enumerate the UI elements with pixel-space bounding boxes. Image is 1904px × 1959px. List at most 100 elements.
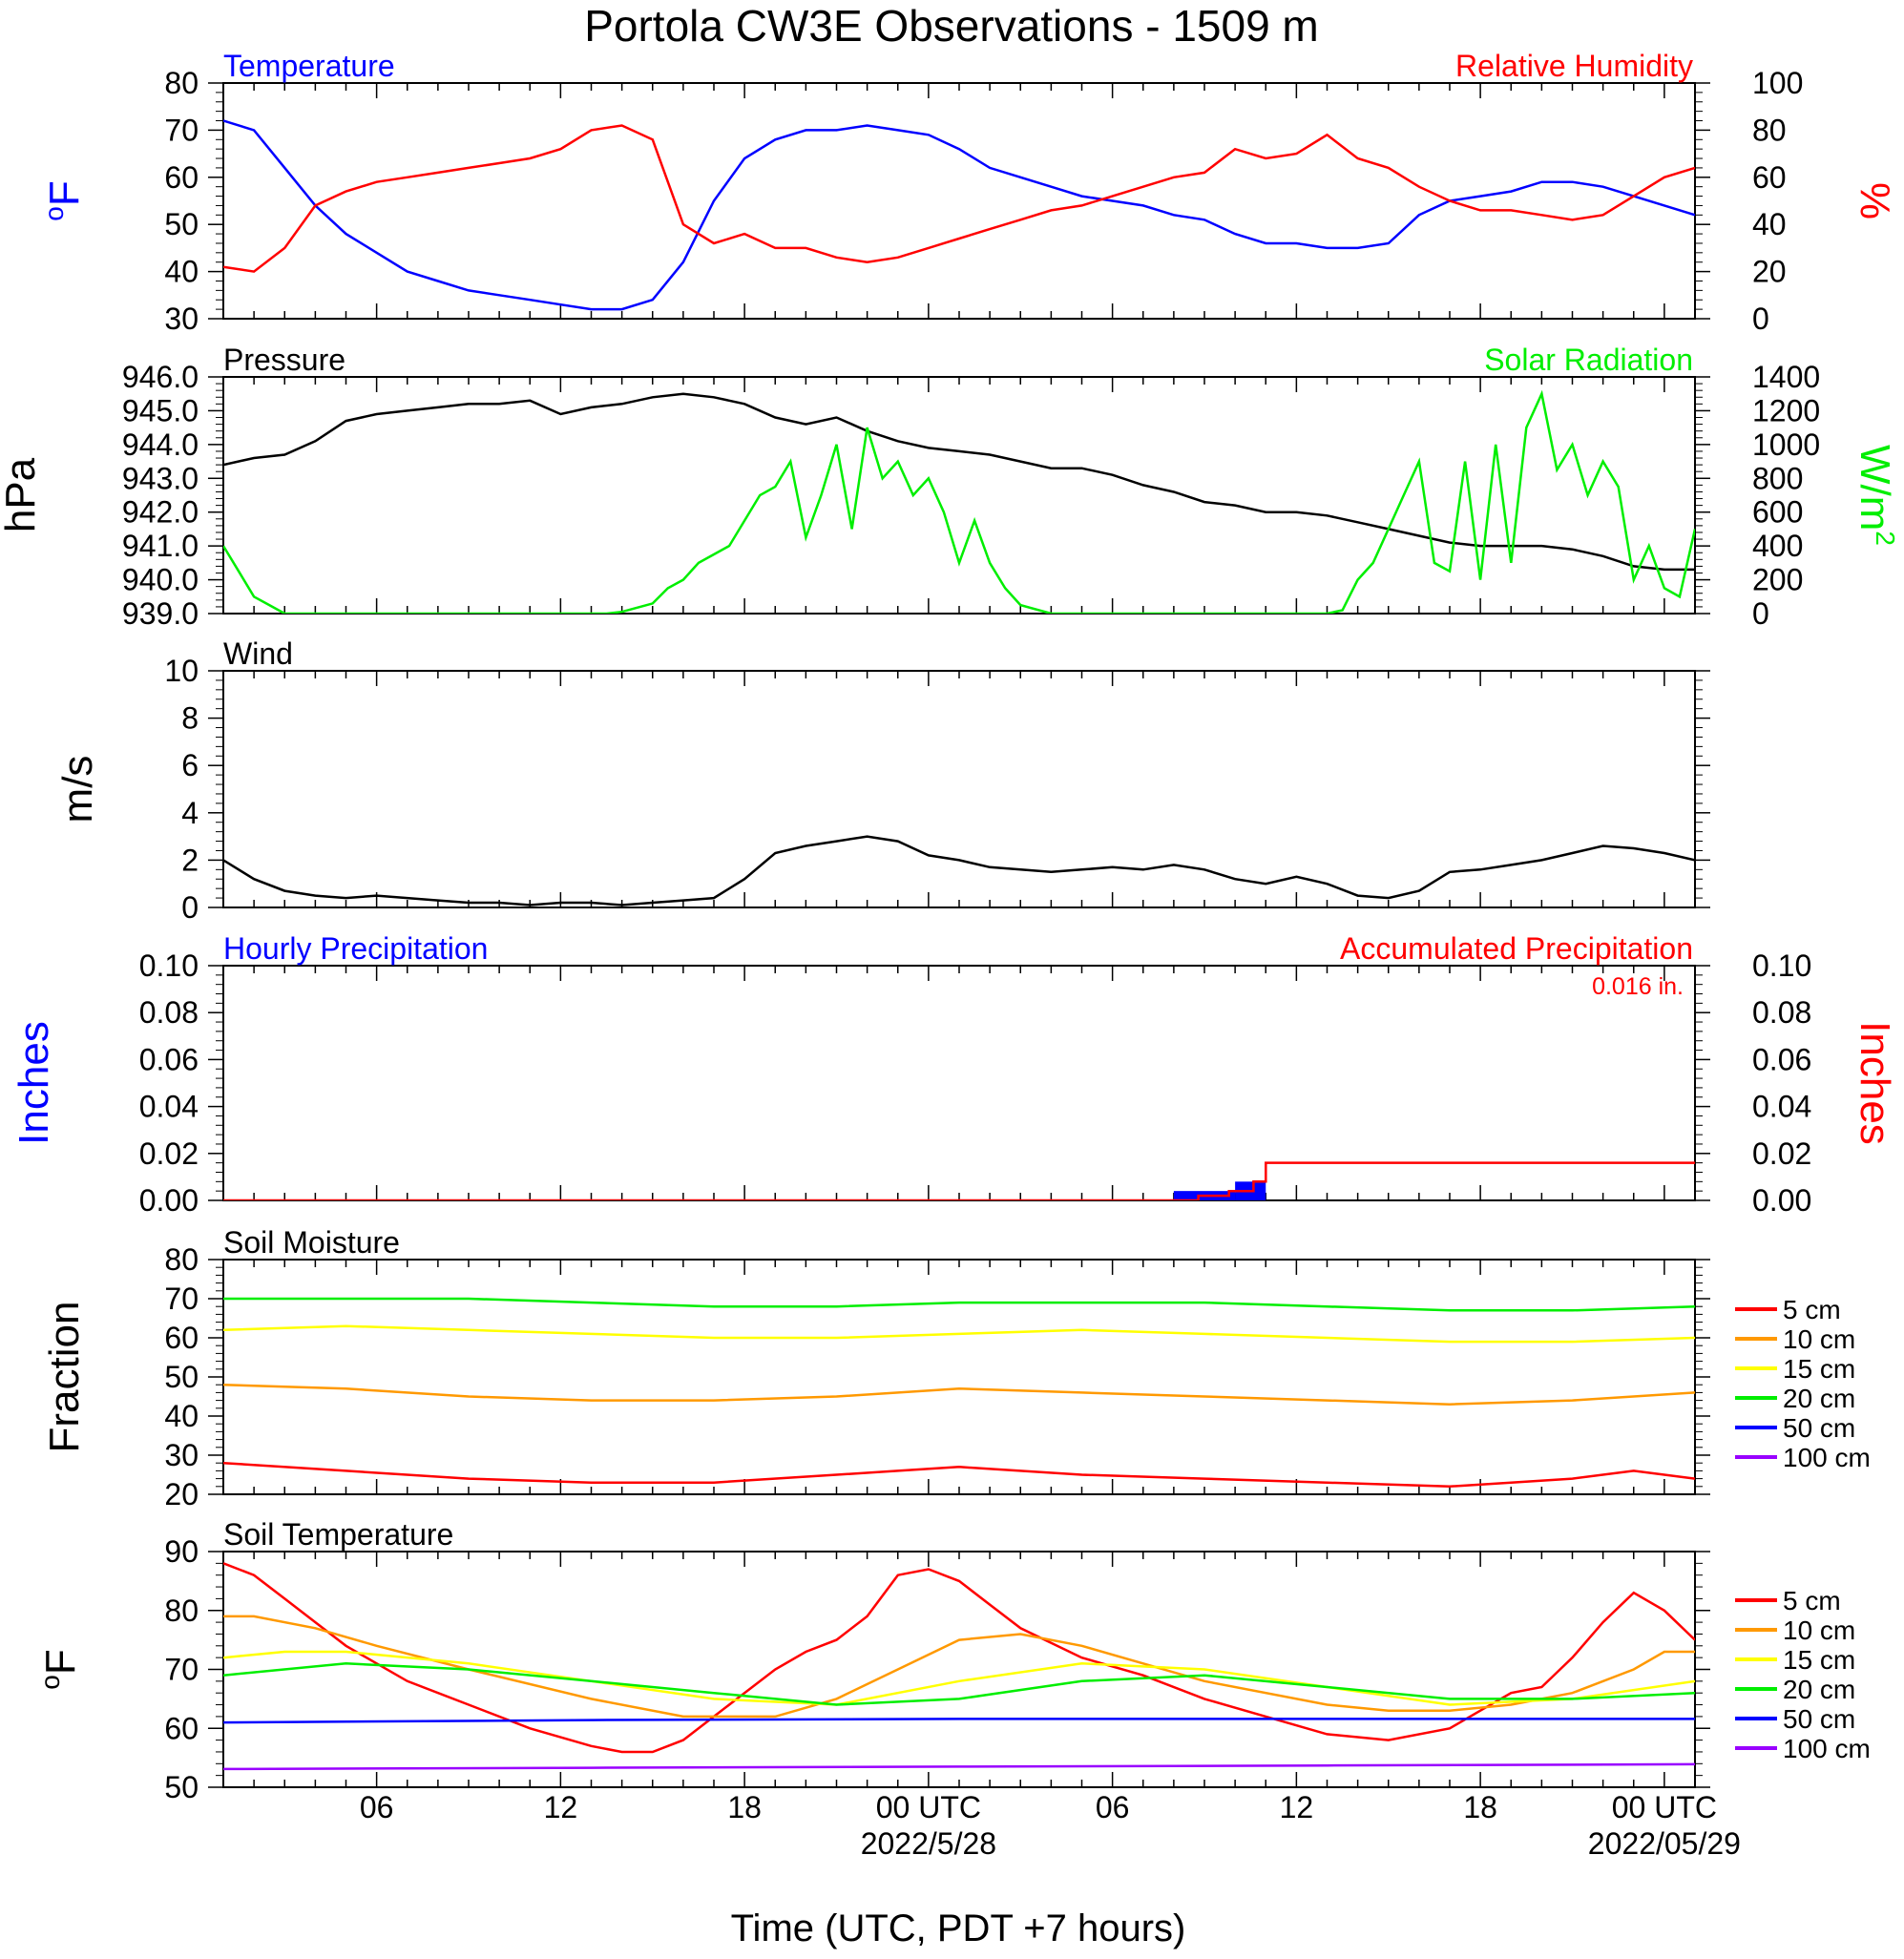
figure-title: Portola CW3E Observations - 1509 m <box>584 1 1319 51</box>
pressure-solar-y-tick-label: 939.0 <box>122 596 199 631</box>
series-line-50-cm <box>223 1718 1695 1724</box>
soil-moisture-y-tick-label: 40 <box>164 1399 199 1433</box>
precipitation-y-tick-label: 0.02 <box>139 1136 199 1171</box>
soil-temperature-left-axis-label: oF <box>35 1649 84 1689</box>
legend-label: 10 cm <box>1783 1324 1855 1354</box>
precipitation-left-title: Hourly Precipitation <box>223 931 488 966</box>
precipitation-panel: 0.10 0.08 0.06 0.04 0.02 0.00 0.10 0.08 0.06 0.04… <box>10 931 1898 1218</box>
series-line-5-cm <box>223 1562 1695 1754</box>
wind-panel: 10 8 6 4 2 0 Wind m/s <box>54 636 1710 925</box>
soil-moisture-left-axis-label: Fraction <box>41 1302 88 1453</box>
x-tick-label: 18 <box>1463 1790 1497 1824</box>
series-line-5-cm <box>223 1461 1695 1489</box>
temperature-humidity-y-right-tick-label: 60 <box>1752 160 1787 195</box>
pressure-solar-y-right-tick-label: 400 <box>1752 529 1803 563</box>
precip-bar <box>1173 1191 1204 1200</box>
temperature-humidity-y-right-tick-label: 80 <box>1752 113 1787 147</box>
precipitation-y-tick-label: 0.00 <box>139 1183 199 1218</box>
soil-temperature-y-tick-label: 50 <box>164 1770 199 1804</box>
series-line-15-cm <box>223 1324 1695 1344</box>
series-line-relative-humidity <box>223 124 1695 273</box>
pressure-solar-y-right-tick-label: 600 <box>1752 495 1803 530</box>
pressure-solar-data <box>223 389 1695 614</box>
wind-y-tick-label: 6 <box>181 748 199 782</box>
precipitation-y-right-tick-label: 0.02 <box>1752 1136 1811 1171</box>
precipitation-y-right-tick-label: 0.10 <box>1752 948 1811 983</box>
x-tick-label: 06 <box>1096 1790 1130 1824</box>
pressure-solar-y-tick-label: 942.0 <box>122 495 199 530</box>
temperature-humidity-y-tick-label: 30 <box>164 302 199 336</box>
soil-moisture-data <box>223 1297 1695 1489</box>
soil-moisture-y-tick-label: 30 <box>164 1438 199 1472</box>
temperature-humidity-y-tick-label: 70 <box>164 113 199 147</box>
pressure-solar-y-tick-label: 943.0 <box>122 461 199 495</box>
pressure-solar-y-tick-label: 944.0 <box>122 427 199 462</box>
x-tick-label: 00 UTC <box>1612 1790 1717 1824</box>
pressure-solar-y-tick-label: 941.0 <box>122 529 199 563</box>
soil-temperature-left-title: Soil Temperature <box>223 1517 453 1552</box>
pressure-solar-y-tick-label: 940.0 <box>122 563 199 597</box>
wind-y-tick-label: 2 <box>181 843 199 877</box>
pressure-solar-y-right-tick-label: 200 <box>1752 563 1803 597</box>
wind-y-tick-label: 8 <box>181 701 199 736</box>
legend-label: 20 cm <box>1783 1384 1855 1413</box>
x-tick-label: 12 <box>544 1790 578 1824</box>
pressure-solar-y-right-tick-label: 0 <box>1752 596 1769 631</box>
pressure-solar-left-axis-label: hPa <box>0 457 44 532</box>
precipitation-right-axis-label: Inches <box>1852 1021 1898 1145</box>
soil-temperature-y-tick-label: 90 <box>164 1534 199 1569</box>
temperature-humidity-y-tick-label: 80 <box>164 66 199 100</box>
temperature-humidity-y-right-tick-label: 40 <box>1752 207 1787 241</box>
wind-y-tick-label: 10 <box>164 654 199 688</box>
legend-label: 10 cm <box>1783 1615 1855 1645</box>
legend-label: 5 cm <box>1783 1586 1841 1615</box>
degree-symbol: o <box>39 206 69 221</box>
soil-temperature-y-tick-label: 80 <box>164 1594 199 1628</box>
legend-label: 50 cm <box>1783 1413 1855 1443</box>
soil-moisture-y-tick-label: 50 <box>164 1360 199 1394</box>
unit-letter: F <box>41 180 88 206</box>
superscript: 2 <box>1871 531 1900 546</box>
unit-letter: F <box>37 1649 84 1675</box>
pressure-solar-y-tick-label: 946.0 <box>122 360 199 394</box>
temperature-humidity-left-axis-label: oF <box>39 180 88 220</box>
pressure-solar-right-axis-label: W/m2 <box>1852 445 1900 546</box>
soil-moisture-y-tick-label: 80 <box>164 1242 199 1277</box>
temperature-humidity-y-tick-label: 40 <box>164 255 199 289</box>
precipitation-y-right-tick-label: 0.06 <box>1752 1042 1811 1076</box>
series-line-100-cm <box>223 1762 1695 1771</box>
temperature-humidity-panel: 80 70 60 50 40 30 100 80 60 40 20 0 Temperature Relat… <box>39 49 1898 336</box>
wind-y-tick-label: 4 <box>181 796 199 830</box>
precipitation-right-title: Accumulated Precipitation <box>1340 931 1693 966</box>
series-line-20-cm <box>223 1297 1695 1312</box>
x-date-label: 2022/5/28 <box>861 1826 996 1861</box>
degree-symbol: o <box>35 1675 65 1690</box>
legend-label: 20 cm <box>1783 1675 1855 1704</box>
precipitation-y-right-tick-label: 0.08 <box>1752 995 1811 1030</box>
legend-label: 15 cm <box>1783 1645 1855 1675</box>
pressure-solar-y-right-tick-label: 800 <box>1752 461 1803 495</box>
precipitation-y-right-tick-label: 0.00 <box>1752 1183 1811 1218</box>
precipitation-y-tick-label: 0.10 <box>139 948 199 983</box>
temperature-humidity-y-right-tick-label: 0 <box>1752 302 1769 336</box>
legend-label: 100 cm <box>1783 1734 1871 1763</box>
series-line-solar-radiation <box>223 389 1695 614</box>
temperature-humidity-right-title: Relative Humidity <box>1455 49 1693 83</box>
soil-temperature-y-tick-label: 60 <box>164 1711 199 1745</box>
pressure-solar-y-right-tick-label: 1000 <box>1752 427 1820 462</box>
pressure-solar-panel: 946.0945.0944.0943.0942.0941.0940.0939.0… <box>0 343 1900 631</box>
pressure-solar-right-title: Solar Radiation <box>1484 343 1693 377</box>
wind-y-tick-label: 0 <box>181 890 199 925</box>
temperature-humidity-data <box>223 119 1695 311</box>
soil-moisture-left-title: Soil Moisture <box>223 1225 400 1260</box>
precipitation-y-tick-label: 0.08 <box>139 995 199 1030</box>
wind-left-axis-label: m/s <box>54 756 101 823</box>
precipitation-y-tick-label: 0.06 <box>139 1042 199 1076</box>
precipitation-y-tick-label: 0.04 <box>139 1090 199 1124</box>
pressure-solar-left-title: Pressure <box>223 343 345 377</box>
